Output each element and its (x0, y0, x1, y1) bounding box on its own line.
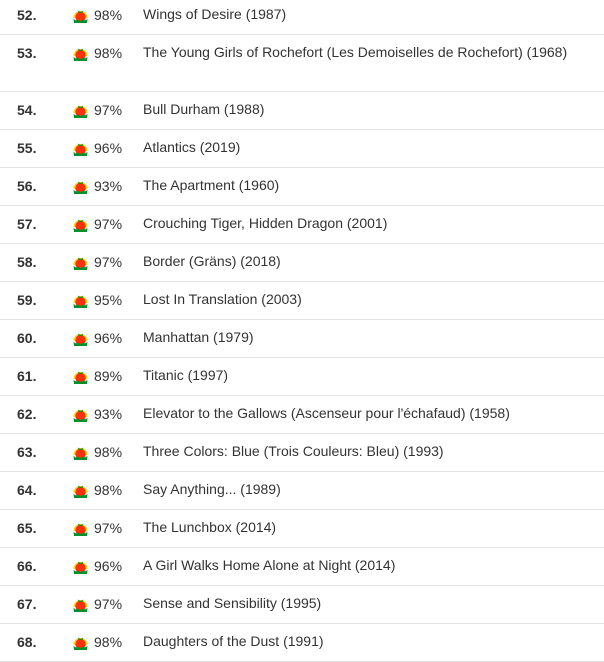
tomatometer-score: 89% (94, 368, 123, 384)
movie-title-link[interactable]: Say Anything... (1989) (143, 481, 281, 497)
certified-fresh-tomato-icon (72, 482, 89, 499)
certified-fresh-tomato-icon (72, 520, 89, 537)
rank-number: 62. (17, 406, 37, 422)
movie-title-link[interactable]: Three Colors: Blue (Trois Couleurs: Bleu… (143, 443, 444, 459)
tomatometer-score: 98% (94, 634, 123, 650)
movie-title-link[interactable]: Elevator to the Gallows (Ascenseur pour … (143, 405, 510, 421)
rank-number: 59. (17, 292, 37, 308)
certified-fresh-tomato-icon (72, 7, 89, 24)
movie-title-link[interactable]: The Apartment (1960) (143, 177, 280, 193)
list-item: 54. 97% Bull Durham (1988) (0, 92, 604, 130)
rank-number: 57. (17, 216, 37, 232)
certified-fresh-tomato-icon (72, 634, 89, 651)
certified-fresh-tomato-icon (72, 140, 89, 157)
rank-number: 58. (17, 254, 37, 270)
list-item: 62. 93% Elevator to the Gallows (Ascenseur… (0, 396, 604, 434)
rank-number: 66. (17, 558, 37, 574)
list-item: 68. 98% Daughters of the Dust (1991) (0, 624, 604, 662)
certified-fresh-tomato-icon (72, 368, 89, 385)
rank-number: 61. (17, 368, 37, 384)
tomatometer-score: 97% (94, 254, 123, 270)
tomatometer-score: 98% (94, 7, 123, 23)
rank-number: 52. (17, 7, 37, 23)
rank-number: 63. (17, 444, 37, 460)
tomatometer-score: 98% (94, 45, 123, 61)
tomatometer-score: 98% (94, 482, 123, 498)
certified-fresh-tomato-icon (72, 444, 89, 461)
movie-title-link[interactable]: Bull Durham (1988) (143, 101, 265, 117)
certified-fresh-tomato-icon (72, 45, 89, 62)
movie-title-link[interactable]: Sense and Sensibility (1995) (143, 595, 322, 611)
rank-number: 67. (17, 596, 37, 612)
rank-number: 65. (17, 520, 37, 536)
certified-fresh-tomato-icon (72, 330, 89, 347)
list-item: 55. 96% Atlantics (2019) (0, 130, 604, 168)
movie-title-link[interactable]: A Girl Walks Home Alone at Night (2014) (143, 557, 396, 573)
certified-fresh-tomato-icon (72, 102, 89, 119)
tomatometer-score: 98% (94, 444, 123, 460)
list-item: 63. 98% Three Colors: Blue (Trois Couleurs… (0, 434, 604, 472)
certified-fresh-tomato-icon (72, 254, 89, 271)
movie-title-link[interactable]: Atlantics (2019) (143, 139, 241, 155)
movie-title-link[interactable]: Wings of Desire (1987) (143, 6, 287, 22)
list-item: 59. 95% Lost In Translation (2003) (0, 282, 604, 320)
tomatometer-score: 95% (94, 292, 123, 308)
list-item: 65. 97% The Lunchbox (2014) (0, 510, 604, 548)
tomatometer-score: 96% (94, 330, 123, 346)
certified-fresh-tomato-icon (72, 406, 89, 423)
list-item: 66. 96% A Girl Walks Home Alone at Night (… (0, 548, 604, 586)
certified-fresh-tomato-icon (72, 292, 89, 309)
movie-title-link[interactable]: The Lunchbox (2014) (143, 519, 277, 535)
list-item: 52. 98% Wings of Desire (1987) (0, 0, 604, 35)
tomatometer-score: 97% (94, 102, 123, 118)
movie-title-link[interactable]: Crouching Tiger, Hidden Dragon (2001) (143, 215, 388, 231)
rank-number: 68. (17, 634, 37, 650)
rank-number: 56. (17, 178, 37, 194)
list-item: 61. 89% Titanic (1997) (0, 358, 604, 396)
movie-title-link[interactable]: Manhattan (1979) (143, 329, 254, 345)
certified-fresh-tomato-icon (72, 558, 89, 575)
certified-fresh-tomato-icon (72, 178, 89, 195)
list-item: 58. 97% Border (Gräns) (2018) (0, 244, 604, 282)
movie-title-link[interactable]: The Young Girls of Rochefort (Les Demois… (143, 44, 568, 60)
rank-number: 64. (17, 482, 37, 498)
rank-number: 60. (17, 330, 37, 346)
list-item: 53. 98% The Young Girls of Rochefort (Les … (0, 35, 604, 92)
list-item: 64. 98% Say Anything... (1989) (0, 472, 604, 510)
movie-title-link[interactable]: Daughters of the Dust (1991) (143, 633, 324, 649)
certified-fresh-tomato-icon (72, 596, 89, 613)
rank-number: 55. (17, 140, 37, 156)
movie-title-link[interactable]: Border (Gräns) (2018) (143, 253, 281, 269)
list-item: 60. 96% Manhattan (1979) (0, 320, 604, 358)
movie-title-link[interactable]: Lost In Translation (2003) (143, 291, 302, 307)
list-item: 56. 93% The Apartment (1960) (0, 168, 604, 206)
tomatometer-score: 97% (94, 596, 123, 612)
tomatometer-score: 96% (94, 558, 123, 574)
list-item: 57. 97% Crouching Tiger, Hidden Dragon (20… (0, 206, 604, 244)
tomatometer-score: 97% (94, 520, 123, 536)
rank-number: 54. (17, 102, 37, 118)
rank-number: 53. (17, 45, 37, 61)
list-item: 67. 97% Sense and Sensibility (1995) (0, 586, 604, 624)
tomatometer-score: 97% (94, 216, 123, 232)
tomatometer-score: 96% (94, 140, 123, 156)
tomatometer-score: 93% (94, 178, 123, 194)
tomatometer-score: 93% (94, 406, 123, 422)
movie-title-link[interactable]: Titanic (1997) (143, 367, 229, 383)
certified-fresh-tomato-icon (72, 216, 89, 233)
